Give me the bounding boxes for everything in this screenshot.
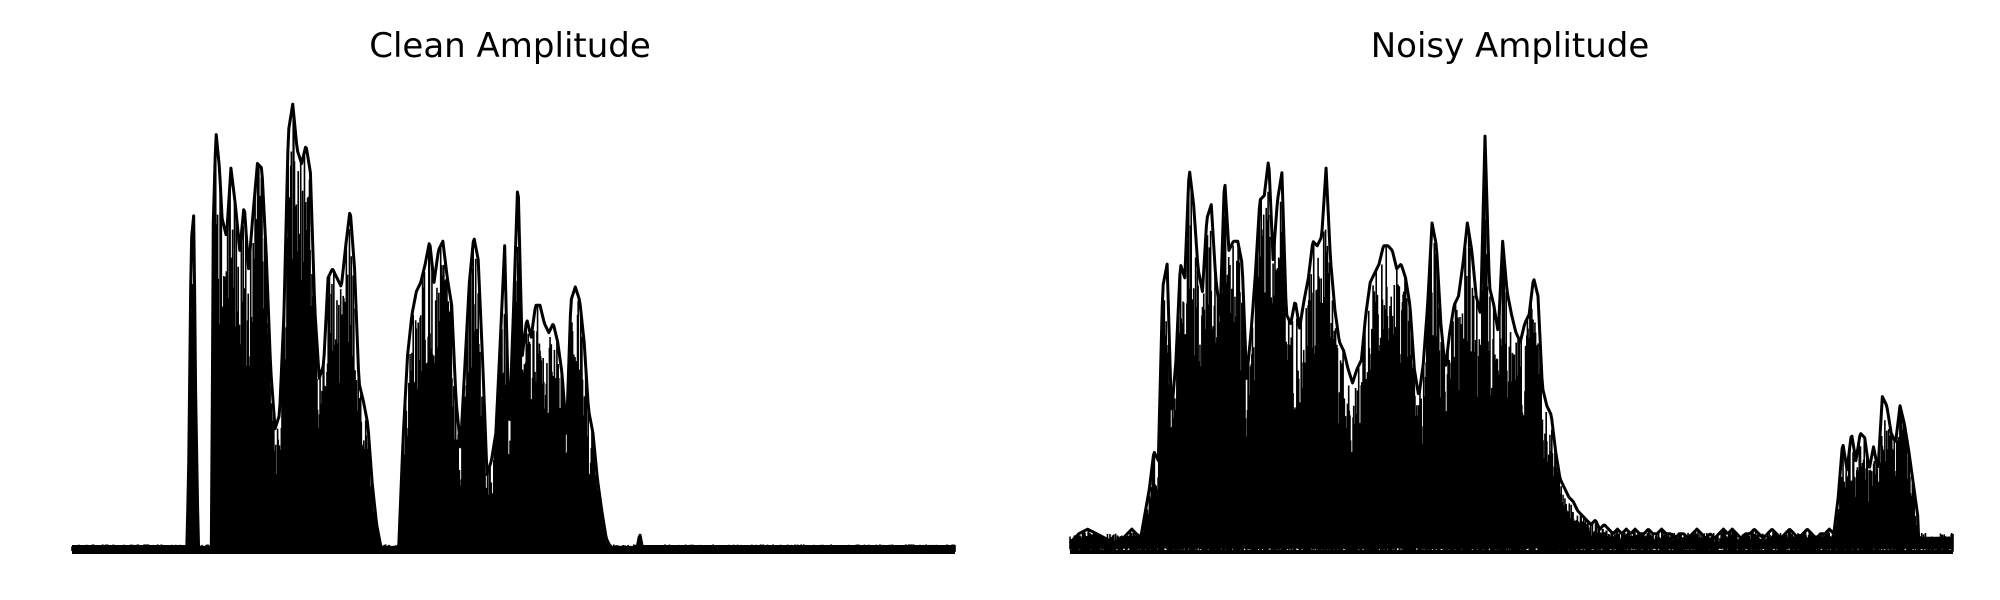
clean-amplitude-plot bbox=[71, 102, 956, 554]
noisy-amplitude-panel: Noisy Amplitude bbox=[1000, 0, 2000, 600]
clean-amplitude-waveform bbox=[71, 108, 956, 552]
noisy-amplitude-envelope bbox=[1068, 134, 1954, 545]
clean-amplitude-panel: Clean Amplitude bbox=[71, 26, 956, 554]
noisy-amplitude-waveform bbox=[1069, 163, 1954, 552]
clean-amplitude-title: Clean Amplitude bbox=[369, 26, 651, 66]
noisy-amplitude-plot bbox=[1068, 134, 1954, 554]
clean-amplitude-series bbox=[71, 102, 956, 554]
noisy-amplitude-series bbox=[1068, 134, 1954, 554]
clean-amplitude-envelope bbox=[71, 102, 956, 549]
noisy-amplitude-title: Noisy Amplitude bbox=[1370, 26, 1650, 66]
